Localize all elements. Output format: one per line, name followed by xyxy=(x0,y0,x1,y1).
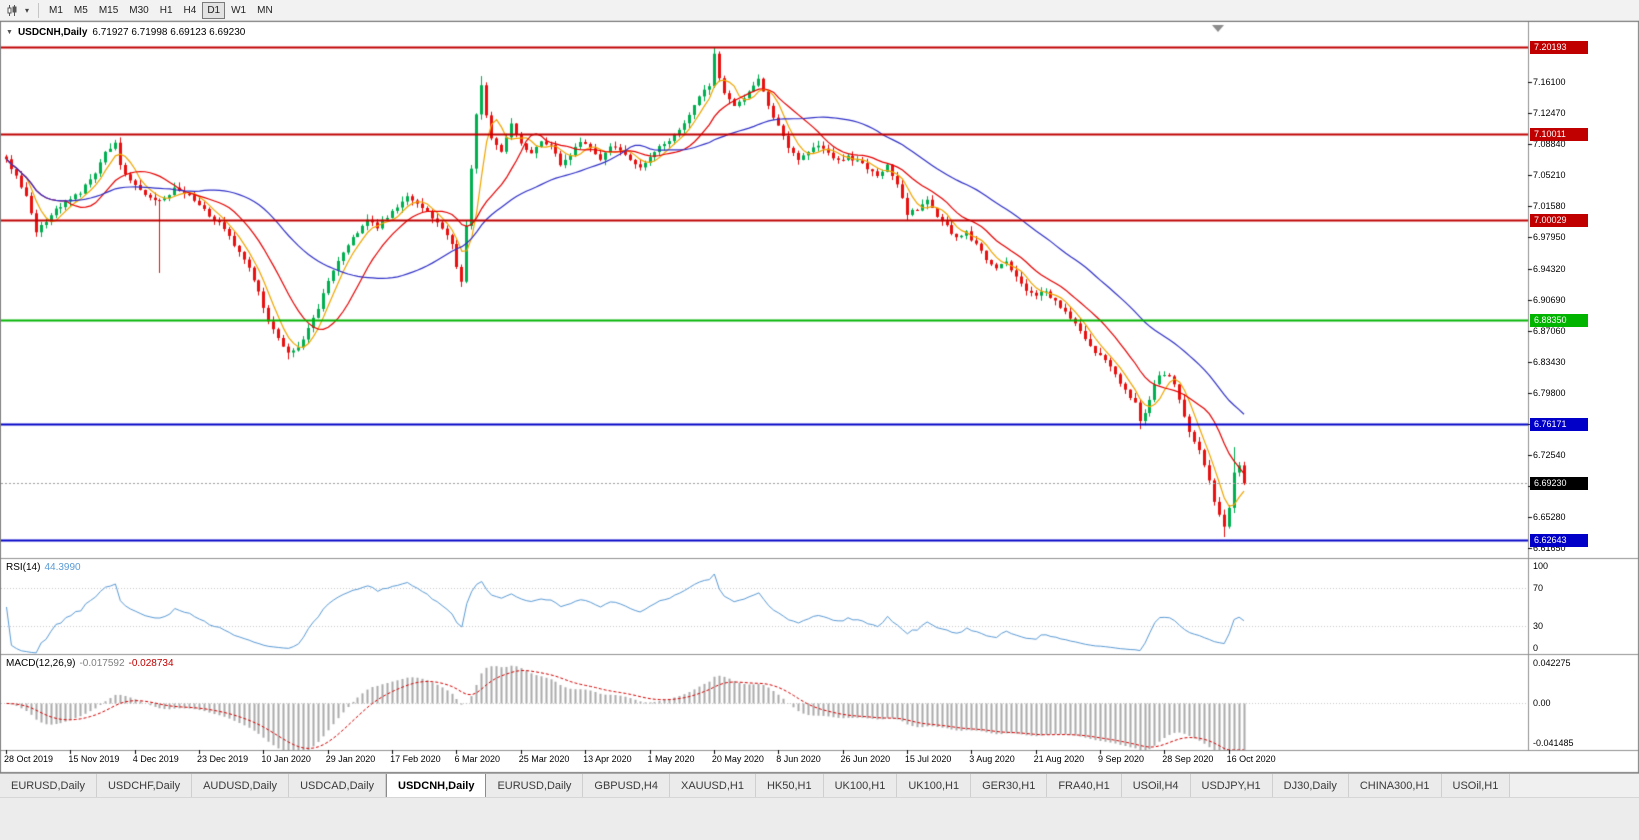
macd-indicator-label: MACD(12,26,9) -0.017592 -0.028734 xyxy=(6,658,174,669)
date-axis-label: 23 Dec 2019 xyxy=(197,754,249,764)
chart-tab[interactable]: CHINA300,H1 xyxy=(1348,774,1442,797)
chart-tab[interactable]: UK100,H1 xyxy=(823,774,898,797)
date-axis-label: 4 Dec 2019 xyxy=(132,754,179,764)
price-badge: 6.88350 xyxy=(1530,313,1588,327)
chart-tab[interactable]: EURUSD,Daily xyxy=(0,774,97,797)
macd-signal-value: -0.028734 xyxy=(128,658,174,669)
chart-tab[interactable]: HK50,H1 xyxy=(755,774,824,797)
date-axis-label: 15 Jul 2020 xyxy=(904,754,952,764)
timeframe-button-mn[interactable]: MN xyxy=(257,4,273,16)
price-axis-tick: 6.61650 xyxy=(1533,543,1566,554)
date-axis-label: 6 Mar 2020 xyxy=(454,754,500,764)
date-axis-label: 9 Sep 2020 xyxy=(1097,754,1144,764)
chart-tab[interactable]: GER30,H1 xyxy=(971,774,1048,797)
chart-tab[interactable]: UK100,H1 xyxy=(897,774,972,797)
date-axis-label: 20 May 2020 xyxy=(711,754,764,764)
price-badge: 7.20193 xyxy=(1530,41,1588,55)
price-axis-tick: 6.83430 xyxy=(1533,356,1566,367)
chart-tab[interactable]: DJ30,Daily xyxy=(1272,774,1349,797)
chart-symbol-label: USDCNH,Daily xyxy=(17,27,88,38)
date-axis-label: 13 Apr 2020 xyxy=(583,754,632,764)
chart-tab[interactable]: EURUSD,Daily xyxy=(486,774,584,797)
price-badge: 6.62643 xyxy=(1530,533,1588,547)
rsi-axis-label: 0 xyxy=(1533,643,1539,653)
date-axis-label: 15 Nov 2019 xyxy=(68,754,120,764)
price-axis-tick: 6.79800 xyxy=(1533,387,1566,398)
chart-tab[interactable]: GBPUSD,H4 xyxy=(583,774,670,797)
rsi-axis-label: 100 xyxy=(1533,561,1549,571)
price-badge: 7.00029 xyxy=(1530,213,1588,227)
price-badge: 6.69230 xyxy=(1530,477,1588,491)
date-axis-label: 8 Jun 2020 xyxy=(776,754,821,764)
macd-indicator-name: MACD(12,26,9) xyxy=(6,658,76,669)
price-axis-tick: 7.16100 xyxy=(1533,77,1566,88)
timeframe-button-h4[interactable]: H4 xyxy=(183,4,197,16)
chart-ohlc-values: 6.71927 6.71998 6.69123 6.69230 xyxy=(92,27,246,38)
price-chart-canvas[interactable] xyxy=(0,21,1639,773)
macd-axis-label: 0.042275 xyxy=(1533,658,1571,668)
timeframe-button-m1[interactable]: M1 xyxy=(49,4,63,16)
one-click-trading-arrow-icon[interactable]: ▼ xyxy=(6,28,13,36)
price-axis-tick: 6.94320 xyxy=(1533,263,1566,274)
date-axis-label: 29 Jan 2020 xyxy=(325,754,376,764)
date-axis-label: 28 Sep 2020 xyxy=(1162,754,1214,764)
chart-tab[interactable]: USDJPY,H1 xyxy=(1190,774,1273,797)
rsi-indicator-label: RSI(14) 44.3990 xyxy=(6,562,81,573)
chart-tab[interactable]: AUDUSD,Daily xyxy=(192,774,290,797)
date-axis-label: 26 Jun 2020 xyxy=(840,754,891,764)
date-axis-label: 3 Aug 2020 xyxy=(969,754,1015,764)
timeframe-button-m30[interactable]: M30 xyxy=(129,4,149,16)
macd-axis-label: -0.041485 xyxy=(1533,738,1574,748)
date-axis-label: 28 Oct 2019 xyxy=(4,754,54,764)
price-axis-tick: 6.72540 xyxy=(1533,449,1566,460)
rsi-axis-label: 30 xyxy=(1533,620,1544,631)
price-axis-tick: 7.05210 xyxy=(1533,170,1566,181)
status-bar xyxy=(0,797,1639,840)
date-axis-label: 1 May 2020 xyxy=(647,754,695,764)
chart-type-dropdown-caret-icon[interactable]: ▾ xyxy=(24,5,29,15)
chart-tab[interactable]: USOil,H4 xyxy=(1121,774,1191,797)
price-axis-tick: 7.08840 xyxy=(1533,139,1566,150)
chart-tab[interactable]: FRA40,H1 xyxy=(1047,774,1122,797)
toolbar-separator xyxy=(38,2,39,18)
timeframe-button-d1[interactable]: D1 xyxy=(202,1,226,19)
price-axis-tick: 7.12470 xyxy=(1533,108,1566,119)
chart-window: ▼ USDCNH,Daily 6.71927 6.71998 6.69123 6… xyxy=(0,21,1639,773)
timeframe-button-m15[interactable]: M15 xyxy=(98,4,119,16)
top-toolbar: ▾ M1 M5 M15 M30 H1 H4 D1 W1 MN xyxy=(0,0,1639,21)
date-axis-label: 16 Oct 2020 xyxy=(1226,754,1276,764)
date-axis-label: 10 Jan 2020 xyxy=(261,754,311,764)
price-badge: 7.10011 xyxy=(1530,128,1588,142)
timeframe-button-w1[interactable]: W1 xyxy=(231,4,247,16)
chart-tab[interactable]: USOil,H1 xyxy=(1441,774,1511,797)
date-axis-label: 17 Feb 2020 xyxy=(390,754,441,764)
price-axis-tick: 6.97950 xyxy=(1533,232,1566,243)
chart-type-button[interactable] xyxy=(3,2,21,19)
price-badge: 6.76171 xyxy=(1530,417,1588,431)
rsi-indicator-value: 44.3990 xyxy=(44,562,81,573)
macd-main-value: -0.017592 xyxy=(79,658,125,669)
timeframe-toolbar: M1 M5 M15 M30 H1 H4 D1 W1 MN xyxy=(44,1,278,19)
chart-tab[interactable]: USDCAD,Daily xyxy=(289,774,387,797)
price-axis-tick: 7.01580 xyxy=(1533,201,1566,212)
price-axis-tick: 6.90690 xyxy=(1533,294,1566,305)
chart-tab[interactable]: XAUUSD,H1 xyxy=(669,774,756,797)
date-axis-label: 25 Mar 2020 xyxy=(518,754,570,764)
chart-tab[interactable]: USDCNH,Daily xyxy=(386,774,487,797)
timeframe-button-h1[interactable]: H1 xyxy=(159,4,173,16)
chart-title: ▼ USDCNH,Daily 6.71927 6.71998 6.69123 6… xyxy=(6,27,245,38)
chart-tab[interactable]: USDCHF,Daily xyxy=(96,774,193,797)
candlestick-chart-icon xyxy=(7,4,17,16)
rsi-axis-label: 70 xyxy=(1533,583,1544,594)
macd-axis-label: 0.00 xyxy=(1533,698,1551,709)
rsi-indicator-name: RSI(14) xyxy=(6,562,41,573)
date-axis-label: 21 Aug 2020 xyxy=(1033,754,1085,764)
chart-tab-bar: EURUSD,Daily USDCHF,Daily AUDUSD,Daily USDC… xyxy=(0,773,1639,797)
timeframe-button-m5[interactable]: M5 xyxy=(73,4,88,16)
price-axis-tick: 6.65280 xyxy=(1533,512,1566,523)
price-axis-tick: 6.87060 xyxy=(1533,325,1566,336)
